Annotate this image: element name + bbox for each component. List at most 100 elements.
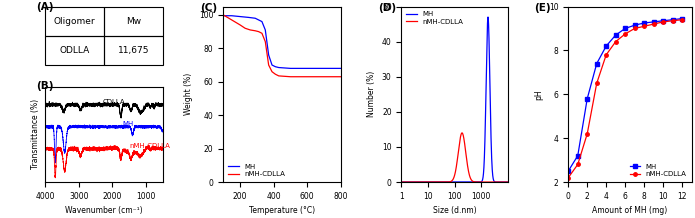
MH — [265, 54, 273, 56]
Text: CDLLA: CDLLA — [102, 99, 125, 105]
Text: nMH-CDLLA: nMH-CDLLA — [129, 143, 170, 149]
Text: (C): (C) — [199, 3, 217, 13]
nMH-CDLLA — [612, 40, 620, 43]
X-axis label: Wavenumber (cm⁻¹): Wavenumber (cm⁻¹) — [65, 206, 142, 215]
nMH-CDLLA — [630, 27, 639, 30]
Y-axis label: Weight (%): Weight (%) — [184, 73, 193, 115]
MH — [640, 22, 648, 24]
nMH-CDLLA — [490, 181, 498, 183]
nMH-CDLLA — [246, 29, 254, 31]
MH — [337, 67, 345, 70]
MH — [649, 20, 657, 23]
nMH-CDLLA — [640, 25, 648, 28]
nMH-CDLLA — [564, 176, 573, 179]
Legend: MH, nMH-CDLLA: MH, nMH-CDLLA — [227, 162, 286, 179]
nMH-CDLLA — [593, 82, 601, 85]
Text: (B): (B) — [35, 81, 54, 91]
nMH-CDLLA — [398, 181, 406, 183]
nMH-CDLLA — [649, 23, 657, 26]
Text: (E): (E) — [534, 3, 550, 13]
nMH-CDLLA — [261, 40, 270, 43]
Y-axis label: Transmittance (%): Transmittance (%) — [31, 99, 40, 169]
Text: ODLLA: ODLLA — [60, 46, 90, 55]
MH — [251, 17, 259, 20]
nMH-CDLLA — [258, 32, 266, 35]
MH — [416, 181, 424, 183]
MH — [261, 29, 270, 31]
MH — [502, 181, 510, 183]
Line: nMH-CDLLA: nMH-CDLLA — [402, 133, 508, 182]
MH — [593, 62, 601, 65]
MH — [409, 181, 418, 183]
MH — [504, 181, 512, 183]
Text: (D): (D) — [378, 3, 396, 13]
MH — [227, 14, 236, 17]
MH — [254, 19, 263, 21]
MH — [669, 18, 677, 21]
Y-axis label: pH: pH — [534, 89, 543, 100]
Line: MH: MH — [566, 17, 684, 173]
MH — [490, 180, 498, 183]
X-axis label: Temperature (°C): Temperature (°C) — [249, 206, 315, 215]
MH — [258, 20, 266, 23]
Bar — [104, 36, 163, 65]
nMH-CDLLA — [443, 181, 451, 183]
nMH-CDLLA — [621, 33, 630, 35]
MH — [245, 16, 253, 19]
nMH-CDLLA — [219, 14, 227, 16]
X-axis label: Size (d.nm): Size (d.nm) — [433, 206, 476, 215]
MH — [583, 97, 591, 100]
MH — [443, 181, 451, 183]
X-axis label: Amount of MH (mg): Amount of MH (mg) — [592, 206, 667, 215]
MH — [303, 67, 311, 70]
MH — [630, 24, 639, 27]
nMH-CDLLA — [409, 181, 418, 183]
nMH-CDLLA — [265, 64, 273, 66]
Bar — [45, 36, 104, 65]
Bar — [104, 7, 163, 36]
Text: MH: MH — [122, 121, 133, 127]
nMH-CDLLA — [241, 27, 250, 30]
MH — [602, 45, 610, 47]
MH — [573, 154, 582, 157]
Text: 11,675: 11,675 — [117, 46, 149, 55]
Bar — [45, 7, 104, 36]
nMH-CDLLA — [227, 19, 236, 21]
MH — [678, 17, 686, 20]
MH — [271, 65, 279, 68]
MH — [286, 67, 295, 70]
nMH-CDLLA — [573, 163, 582, 166]
Text: (A): (A) — [35, 2, 54, 12]
Line: nMH-CDLLA: nMH-CDLLA — [566, 18, 684, 179]
MH — [398, 181, 406, 183]
nMH-CDLLA — [271, 73, 279, 76]
nMH-CDLLA — [337, 75, 345, 78]
MH — [438, 181, 446, 183]
nMH-CDLLA — [416, 181, 424, 183]
nMH-CDLLA — [502, 181, 510, 183]
Line: MH: MH — [402, 17, 508, 182]
MH — [268, 64, 276, 66]
nMH-CDLLA — [458, 132, 466, 134]
nMH-CDLLA — [268, 70, 276, 73]
MH — [659, 19, 667, 22]
MH — [564, 170, 573, 172]
Legend: MH, nMH-CDLLA: MH, nMH-CDLLA — [628, 162, 688, 179]
nMH-CDLLA — [583, 133, 591, 135]
Text: Mw: Mw — [126, 17, 141, 26]
nMH-CDLLA — [286, 75, 295, 78]
Line: MH: MH — [223, 16, 341, 68]
MH — [236, 15, 244, 18]
MH — [275, 66, 283, 69]
nMH-CDLLA — [236, 24, 244, 26]
Line: nMH-CDLLA: nMH-CDLLA — [223, 15, 341, 77]
nMH-CDLLA — [275, 75, 283, 77]
nMH-CDLLA — [602, 53, 610, 56]
nMH-CDLLA — [678, 18, 686, 21]
Legend: MH, nMH-CDLLA: MH, nMH-CDLLA — [405, 10, 464, 26]
nMH-CDLLA — [669, 19, 677, 22]
MH — [612, 34, 620, 36]
MH — [219, 14, 227, 17]
nMH-CDLLA — [659, 20, 667, 23]
nMH-CDLLA — [251, 29, 259, 32]
